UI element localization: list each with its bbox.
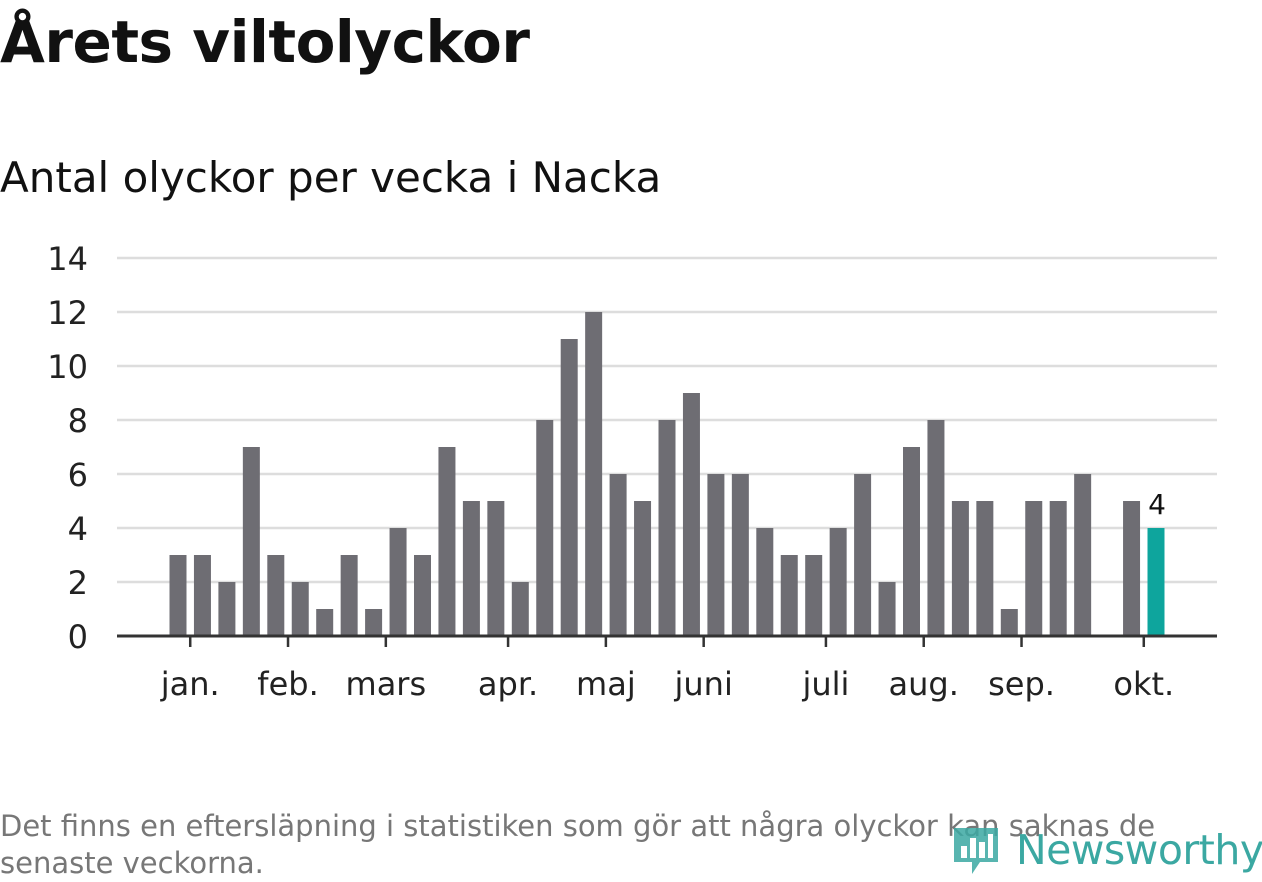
y-tick-label: 12: [47, 294, 88, 332]
bar: [1025, 501, 1043, 636]
bar: [682, 393, 700, 636]
y-tick-label: 0: [68, 618, 88, 656]
newsworthy-logo: Newsworthy: [950, 820, 1262, 880]
x-tick-label: juni: [674, 665, 733, 703]
bar: [340, 555, 358, 636]
bar: [414, 555, 431, 636]
chart-title: Årets viltolyckor: [0, 8, 530, 76]
bar: [585, 312, 603, 636]
bar: [1049, 501, 1067, 636]
x-tick-label: apr.: [478, 665, 538, 703]
bar: [951, 501, 969, 636]
bar: [389, 528, 407, 636]
bar: [927, 420, 945, 636]
bar: [267, 555, 285, 636]
bar: [291, 582, 309, 636]
bar: [511, 582, 529, 636]
x-tick-label: juli: [801, 665, 849, 703]
bar: [193, 555, 211, 636]
bar: [1123, 501, 1141, 636]
bar: [536, 420, 554, 636]
bar: [829, 528, 847, 636]
x-tick-label: feb.: [257, 665, 318, 703]
bar: [707, 474, 725, 636]
bar: [756, 528, 774, 636]
bar: [878, 582, 896, 636]
y-tick-label: 14: [47, 240, 88, 278]
bar-highlight: [1147, 528, 1165, 636]
bar: [854, 474, 872, 636]
bar-data-label: 4: [1148, 488, 1166, 521]
bar: [169, 555, 187, 636]
logo-chart-icon: [954, 828, 998, 874]
x-tick-label: jan.: [160, 665, 220, 703]
y-tick-label: 6: [68, 456, 88, 494]
bar: [1000, 609, 1018, 636]
bar: [805, 555, 823, 636]
bar: [609, 474, 627, 636]
chart-subtitle: Antal olyckor per vecka i Nacka: [0, 153, 662, 202]
x-tick-label: aug.: [889, 665, 959, 703]
bar: [634, 501, 652, 636]
bar: [462, 501, 480, 636]
x-axis-ticks: jan. feb. mars apr. maj juni juli aug. sep. okt.: [160, 636, 1174, 703]
bar: [487, 501, 505, 636]
bar: [731, 474, 749, 636]
bar: [316, 609, 334, 636]
y-tick-label: 2: [68, 564, 88, 602]
bar: [218, 582, 236, 636]
y-tick-label: 8: [68, 402, 88, 440]
bar: [365, 609, 383, 636]
bar: [658, 420, 676, 636]
y-tick-label: 4: [68, 510, 88, 548]
brand-name: Newsworthy: [1016, 826, 1262, 874]
bars: 4: [169, 312, 1166, 636]
x-tick-label: mars: [346, 665, 427, 703]
bar: [976, 501, 994, 636]
bar: [780, 555, 798, 636]
x-tick-label: okt.: [1113, 665, 1174, 703]
bar: [1074, 474, 1092, 636]
y-tick-label: 10: [47, 348, 88, 386]
x-tick-label: maj: [576, 665, 636, 703]
y-axis-ticks: 0 2 4 6 8 10 12 14: [47, 240, 88, 656]
bar: [560, 339, 578, 636]
bar: [242, 447, 260, 636]
bar: [438, 447, 456, 636]
bar: [903, 447, 920, 636]
x-tick-label: sep.: [988, 665, 1055, 703]
